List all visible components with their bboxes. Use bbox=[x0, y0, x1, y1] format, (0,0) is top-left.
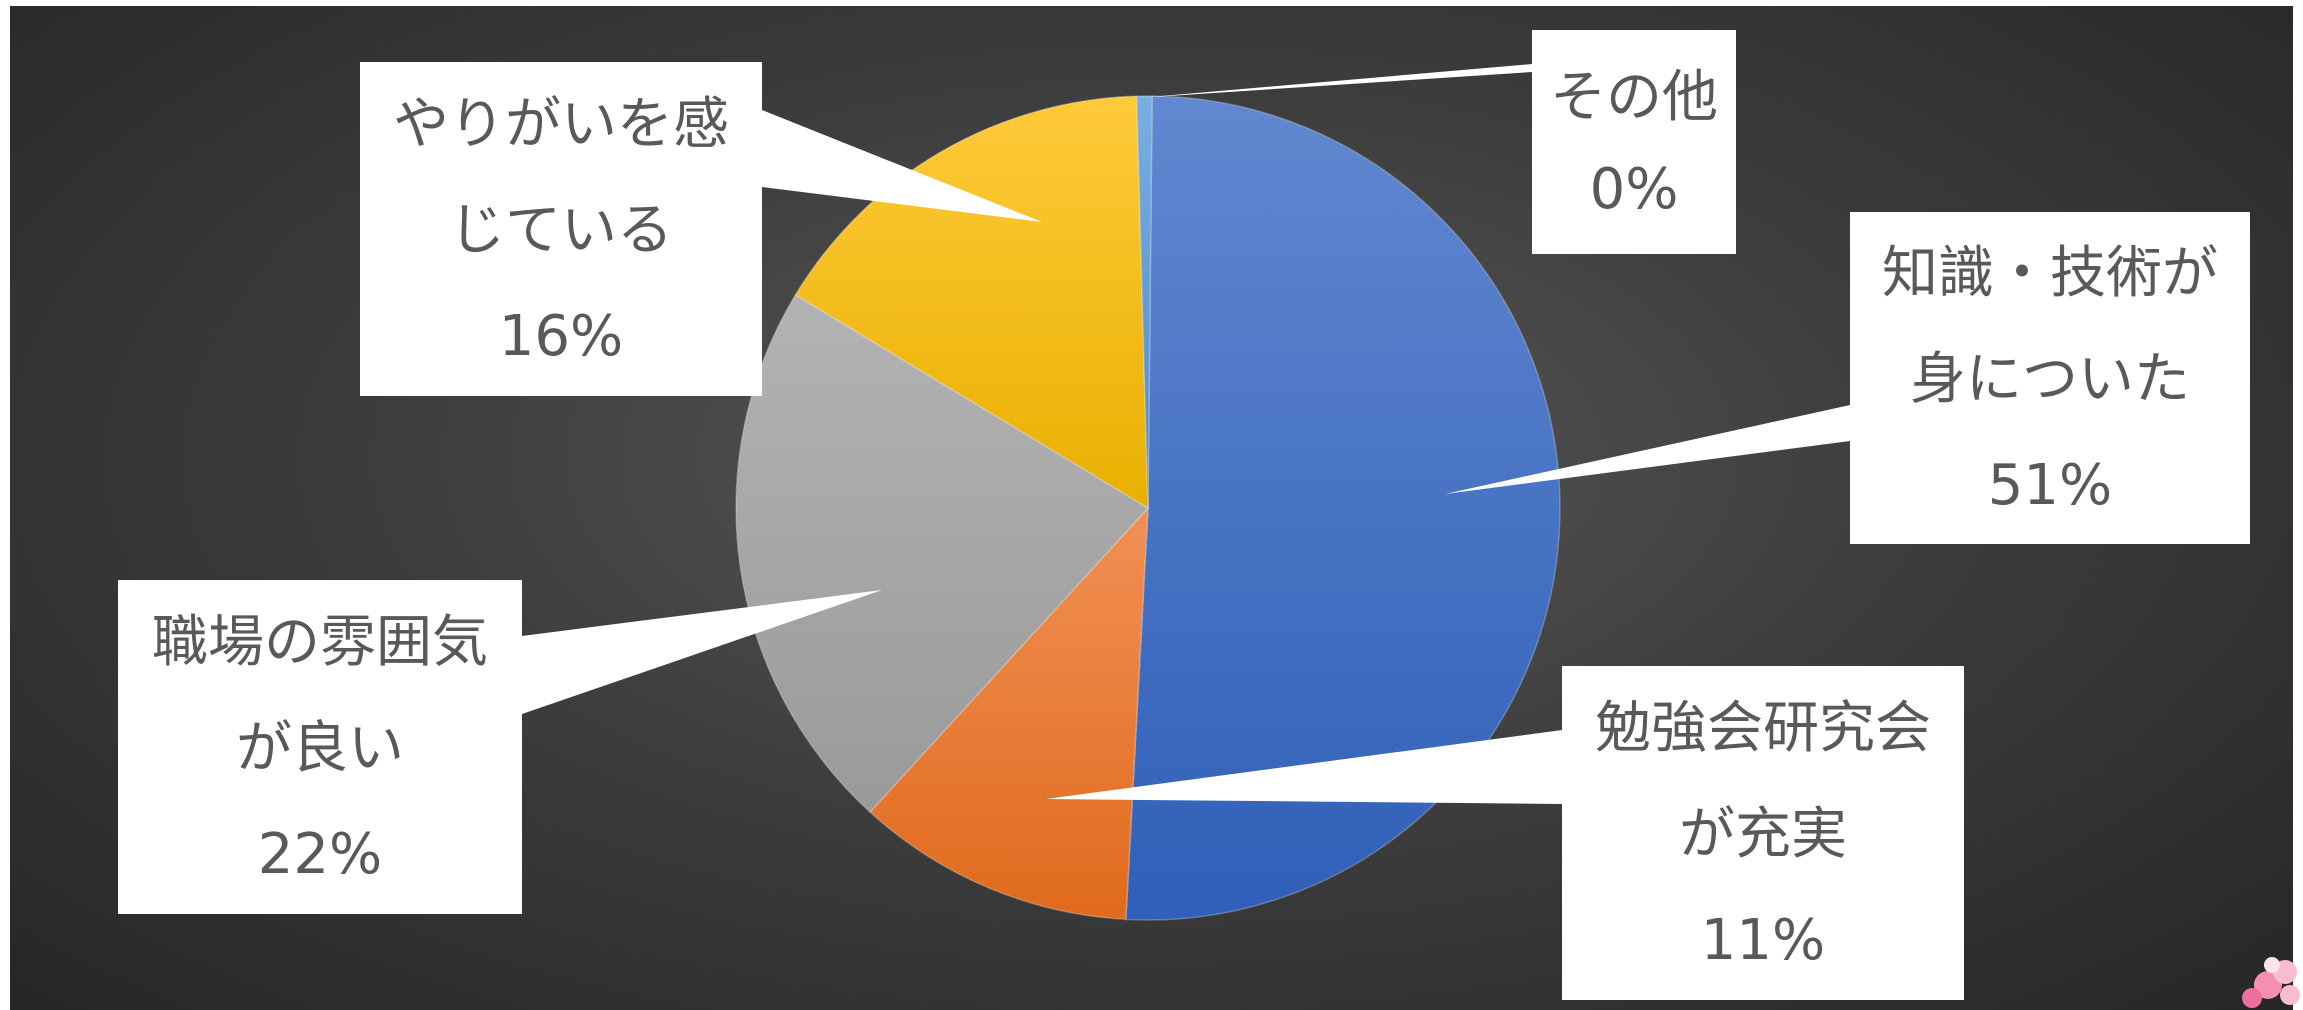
data-label-category: が良い bbox=[236, 716, 404, 781]
data-label-percent: 0% bbox=[1590, 157, 1679, 222]
data-label-percent: 16% bbox=[499, 304, 623, 369]
callout-box bbox=[1562, 666, 1964, 1000]
data-label-percent: 22% bbox=[258, 822, 382, 887]
data-label-category: 職場の雰囲気 bbox=[152, 610, 488, 675]
data-label-category: 身についた bbox=[1910, 347, 2190, 412]
data-label-percent: 51% bbox=[1988, 453, 2112, 518]
callout-pointer bbox=[1046, 730, 1562, 804]
data-label-percent: 11% bbox=[1701, 908, 1825, 973]
data-label-callout: その他 0% bbox=[1138, 30, 1736, 254]
data-label-category: その他 bbox=[1550, 65, 1718, 130]
callout-box bbox=[1532, 30, 1736, 254]
pie-slice bbox=[1135, 95, 1153, 509]
data-label-category: 勉強会研究会 bbox=[1595, 696, 1931, 761]
data-label-category: やりがいを感 bbox=[393, 92, 729, 157]
pie-slice bbox=[735, 293, 1150, 814]
pie-slice bbox=[868, 505, 1149, 921]
data-label-category: が充実 bbox=[1679, 802, 1847, 867]
callout-pointer bbox=[522, 590, 882, 714]
flower-icon bbox=[2242, 957, 2300, 1008]
data-label-category: じている bbox=[449, 198, 673, 263]
data-label-category: 知識・技術が bbox=[1882, 241, 2218, 306]
callout-box bbox=[118, 580, 522, 914]
callout-pointer bbox=[762, 110, 1042, 222]
pie-slice bbox=[1125, 95, 1561, 921]
callout-box bbox=[360, 62, 762, 396]
callout-pointer bbox=[1138, 64, 1532, 98]
callout-pointer bbox=[1445, 405, 1850, 494]
callout-box bbox=[1850, 212, 2250, 544]
